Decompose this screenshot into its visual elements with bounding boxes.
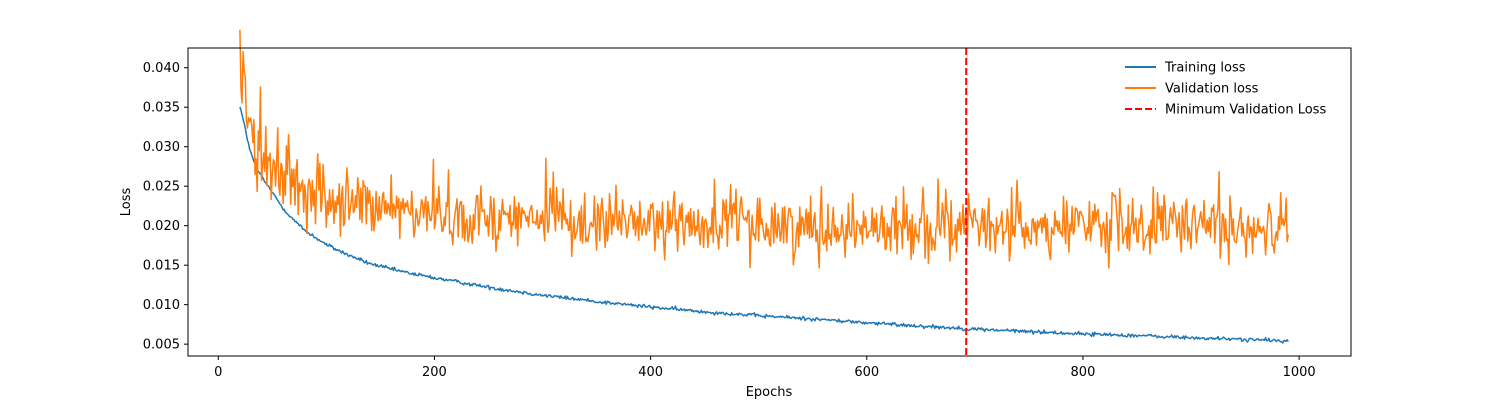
x-axis: 0 200 400 600 800 1000 — [214, 356, 1316, 380]
legend-item-validation: Validation loss — [1125, 82, 1259, 97]
x-tick-label: 200 — [422, 365, 447, 380]
legend: Training loss Validation loss Minimum Vali… — [1125, 61, 1326, 118]
y-tick-label: 0.030 — [143, 140, 180, 155]
plot-area — [239, 29, 1290, 356]
x-tick-label: 600 — [854, 365, 879, 380]
legend-label: Validation loss — [1165, 82, 1259, 97]
x-tick-label: 0 — [214, 365, 222, 380]
y-tick-label: 0.035 — [143, 101, 180, 116]
y-tick-label: 0.015 — [143, 259, 180, 274]
y-tick-label: 0.040 — [143, 61, 180, 76]
training-loss-line — [239, 106, 1289, 344]
x-tick-label: 1000 — [1283, 365, 1316, 380]
axes-frame — [187, 47, 1352, 357]
y-axis-title: Loss — [119, 188, 134, 217]
y-tick-label: 0.010 — [143, 298, 180, 313]
y-axis: 0.005 0.010 0.015 0.020 0.025 0.030 0.035 0.040 — [143, 61, 188, 353]
x-tick-label: 400 — [638, 365, 663, 380]
legend-label: Minimum Validation Loss — [1165, 103, 1326, 118]
x-tick-label: 800 — [1071, 365, 1096, 380]
legend-label: Training loss — [1164, 61, 1246, 76]
x-axis-title: Epochs — [746, 385, 793, 400]
legend-item-training: Training loss — [1125, 61, 1246, 76]
y-tick-label: 0.025 — [143, 180, 180, 195]
y-tick-label: 0.005 — [143, 338, 180, 353]
y-tick-label: 0.020 — [143, 219, 180, 234]
validation-loss-line — [239, 29, 1290, 269]
legend-item-min-validation: Minimum Validation Loss — [1125, 103, 1326, 118]
